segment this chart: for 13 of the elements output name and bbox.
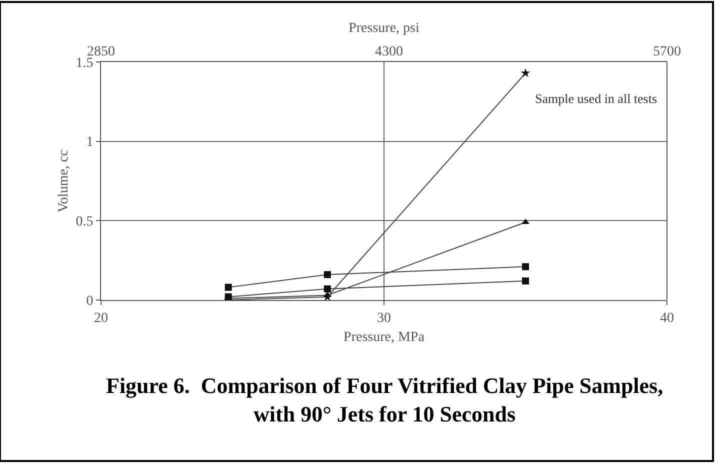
x2-tick-label: 4300 bbox=[374, 44, 403, 60]
y-tick-label: 0.5 bbox=[76, 214, 94, 230]
x-tick-label: 30 bbox=[377, 310, 391, 326]
x-axis-title: Pressure, MPa bbox=[344, 330, 426, 346]
y-tick-label: 0 bbox=[86, 294, 94, 309]
x-tick-label: 20 bbox=[94, 310, 108, 326]
y-axis-title: Volume, cc bbox=[56, 150, 72, 212]
x2-tick-label: 5700 bbox=[653, 44, 681, 60]
text: Figure 6. Comparison of Four Vitrified Clay Pipe Samples, with 90° Jets for 10 Seconds bbox=[106, 373, 664, 427]
annotation: Sample used in all tests bbox=[535, 91, 658, 106]
y-tick-label: 1 bbox=[86, 135, 94, 150]
x2-axis-title: Pressure, psi bbox=[348, 21, 420, 36]
x-tick-label: 40 bbox=[660, 310, 674, 326]
